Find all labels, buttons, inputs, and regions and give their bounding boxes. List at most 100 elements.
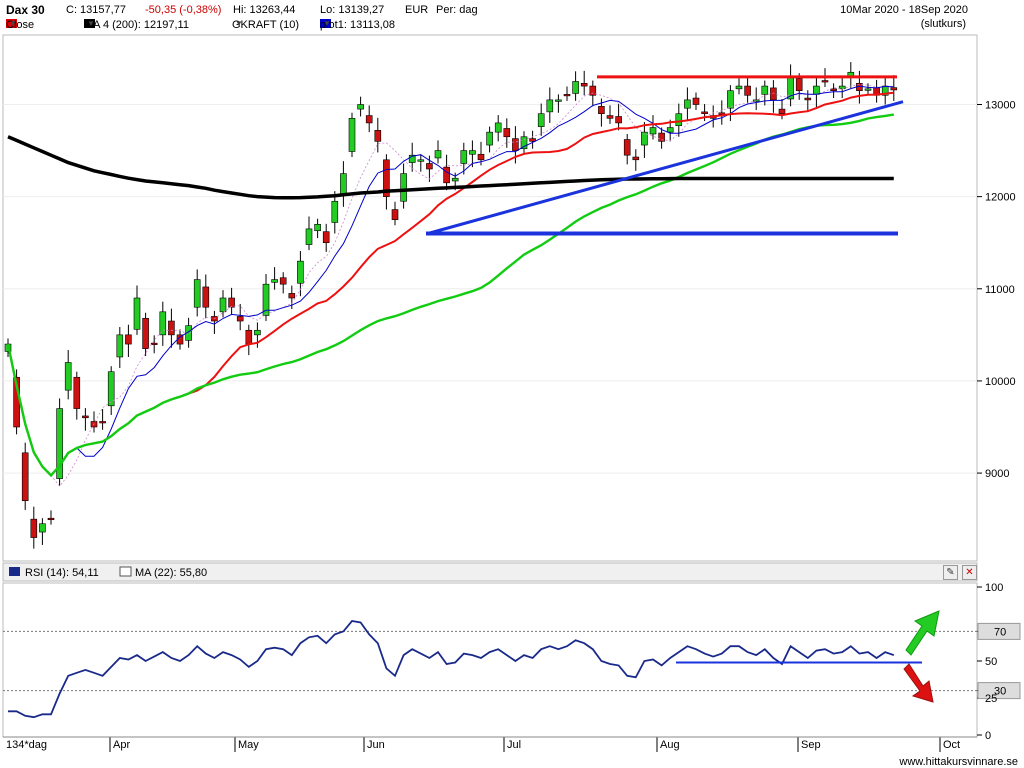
candle-body: [331, 200, 339, 223]
candle-body: [770, 87, 777, 101]
price-panel: [2, 34, 978, 562]
candle-body: [864, 88, 872, 91]
date-range-label: 10Mar 2020 - 18Sep 2020: [840, 4, 968, 16]
candle-body: [159, 311, 167, 336]
close-swatch: [6, 19, 17, 28]
candle-body: [666, 127, 674, 133]
candle-body: [494, 122, 502, 133]
currency-label: EUR: [405, 4, 429, 16]
ma-swatch: [84, 19, 95, 28]
candle-body: [520, 136, 528, 150]
candle-body: [133, 297, 141, 330]
candle-body: [125, 334, 132, 345]
rsi-level-box: [977, 682, 1021, 700]
candle-body: [193, 279, 201, 308]
y-tick-label: 12000: [985, 192, 1016, 204]
chevron-down-icon[interactable]: ▼: [87, 19, 95, 28]
candle-body: [701, 111, 708, 115]
candle-body: [30, 518, 38, 538]
ma-short-line: [7, 84, 894, 487]
candle-body: [606, 115, 614, 119]
y-tick-label: 13000: [985, 100, 1016, 112]
change-value: -50,35 (-0,38%): [145, 4, 222, 16]
candle-body: [615, 116, 622, 124]
arrows: [903, 610, 940, 703]
rsi-tick-label: 25: [985, 693, 997, 705]
candle-body: [236, 316, 244, 322]
rsi-axis: 0 25 50 100 30 70: [977, 582, 1021, 742]
candle-body: [262, 283, 270, 316]
candle-body: [434, 150, 442, 159]
up-arrow-icon: [905, 610, 940, 656]
settings-icon[interactable]: ✎: [943, 565, 958, 580]
uptrend-line: [427, 100, 904, 235]
candle-body: [477, 153, 485, 161]
candle-body: [322, 231, 330, 244]
candle-body: [219, 297, 227, 313]
candle-body: [692, 97, 700, 105]
candle-body: [228, 297, 235, 308]
candle-body: [469, 150, 476, 155]
candle-body: [813, 85, 820, 95]
candle-body: [598, 106, 605, 115]
candle-body: [761, 85, 769, 95]
x-tick-label: Sep: [801, 739, 821, 751]
candle-body: [271, 279, 278, 283]
candle-body: [73, 376, 81, 409]
ma-green-line: [6, 113, 894, 478]
candle-body: [580, 83, 588, 87]
candle-body: [649, 127, 657, 135]
candle-body: [589, 85, 597, 96]
candle-body: [47, 517, 55, 521]
chart-header: Dax 30 C: 13157,77 -50,35 (-0,38%) Hi: 1…: [0, 0, 1024, 34]
rsi-ma-swatch: [119, 566, 132, 577]
down-arrow-icon: [903, 663, 934, 703]
candle-body: [202, 286, 210, 308]
plot1-line: [7, 85, 894, 477]
high-value: Hi: 13263,44: [233, 4, 296, 16]
legend-close-label: Close: [6, 19, 35, 31]
candle-body: [417, 159, 425, 162]
rsi-level-label: 30: [994, 686, 1006, 698]
rsi-legend-label: RSI (14): 54,11: [25, 567, 99, 579]
candles: [4, 62, 898, 549]
candle-body: [314, 223, 321, 232]
candle-body: [623, 139, 631, 156]
candle-body: [744, 85, 751, 96]
price-axis: 9000 10000 11000 12000 13000: [977, 100, 1016, 480]
rsi-tick-label: 100: [985, 582, 1003, 594]
candle-body: [804, 97, 812, 101]
candle-body: [795, 78, 803, 91]
candle-body: [503, 128, 511, 138]
close-icon[interactable]: ✕: [962, 565, 977, 580]
candle-body: [82, 415, 89, 419]
candle-body: [56, 408, 63, 479]
legend-ma-label: MA 4 (200): 12197,11: [84, 19, 189, 31]
candle-body: [563, 94, 571, 97]
candle-body: [142, 317, 149, 349]
candle-body: [830, 88, 837, 91]
rsi-header-bar: [2, 562, 978, 582]
candle-body: [340, 173, 347, 195]
chevron-down-icon[interactable]: ▼: [9, 19, 17, 28]
candle-body: [632, 156, 640, 161]
candle-body: [529, 138, 536, 142]
rsi-line: [8, 620, 895, 719]
indicator-lines: [6, 75, 904, 487]
candle-body: [39, 523, 46, 533]
candle-body: [297, 260, 304, 284]
candle-body: [675, 113, 683, 126]
candle-body: [374, 130, 382, 142]
x-tick-label: Jul: [507, 739, 521, 751]
low-value: Lo: 13139,27: [320, 4, 385, 16]
candle-body: [641, 131, 648, 146]
candle-body: [460, 150, 468, 164]
candle-body: [684, 99, 691, 109]
candle-body: [537, 113, 545, 127]
chevron-down-icon[interactable]: ▼: [323, 19, 331, 28]
close-value: C: 13157,77: [66, 4, 126, 16]
chevron-down-icon[interactable]: ▼: [235, 19, 243, 28]
rsi-swatch: [9, 567, 20, 576]
candle-body: [150, 342, 158, 345]
rsi-ma-legend-label: MA (22): 55,80: [135, 567, 207, 579]
